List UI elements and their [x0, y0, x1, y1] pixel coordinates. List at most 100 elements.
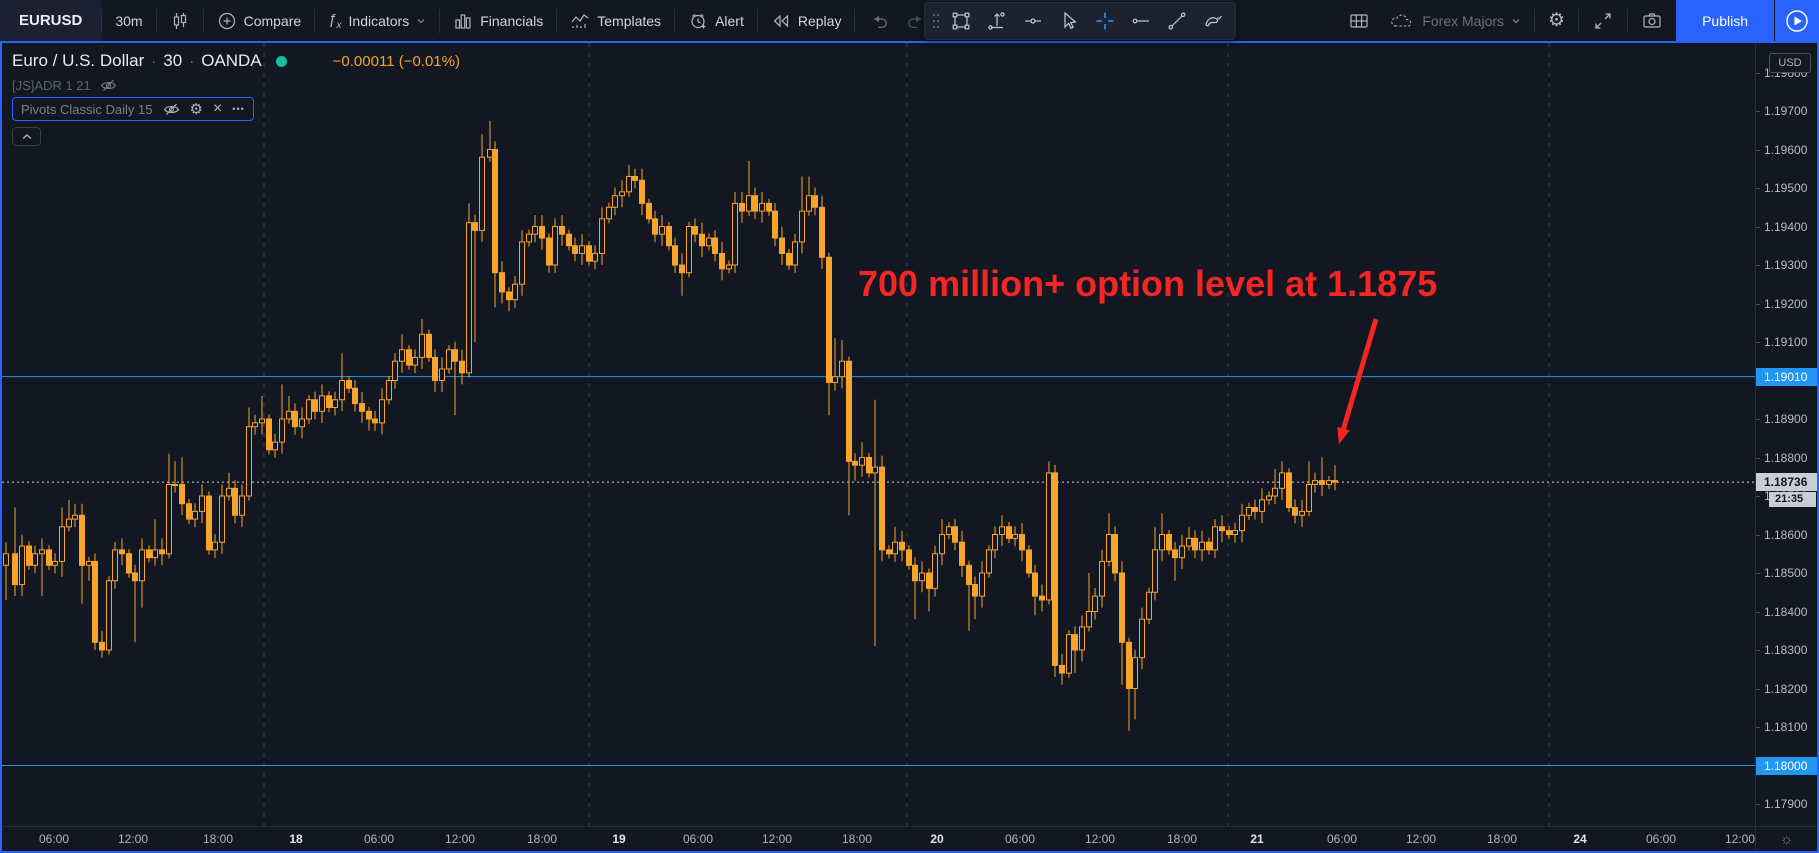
selection-tool-button[interactable] [943, 5, 979, 37]
undo-button[interactable] [855, 0, 903, 41]
candle [1146, 591, 1152, 620]
indicators-button[interactable]: ƒx Indicators [315, 0, 439, 41]
candle [1099, 560, 1105, 597]
candle [1206, 541, 1212, 551]
candle [1086, 611, 1092, 628]
bar-style-button[interactable] [157, 0, 203, 41]
candle [1226, 530, 1232, 535]
interval-button[interactable]: 30m [102, 0, 155, 41]
compare-button[interactable]: Compare [204, 0, 315, 41]
time-axis[interactable]: 06:00 12:00 18:00 18 06:00 12:00 18:00 19 06:00 1… [2, 826, 1755, 851]
watchlist-button[interactable]: Forex Majors [1383, 0, 1534, 41]
layout-grid-button[interactable] [1335, 0, 1383, 41]
candle [739, 202, 745, 212]
candle [766, 202, 772, 212]
eye-off-icon[interactable] [100, 78, 117, 93]
theme-toggle-corner[interactable]: ☼ [1755, 826, 1817, 851]
crosshair-icon [1096, 12, 1114, 30]
market-status-dot[interactable] [275, 55, 287, 67]
fullscreen-button[interactable] [1579, 0, 1627, 41]
redo-button[interactable] [903, 0, 940, 41]
candle [1052, 472, 1058, 666]
candle [112, 549, 118, 582]
cursor-tool-button[interactable] [1051, 5, 1087, 37]
drag-handle[interactable] [929, 5, 943, 37]
templates-label: Templates [597, 12, 662, 29]
snapshot-button[interactable] [1628, 0, 1676, 41]
publish-menu-button[interactable] [1774, 0, 1819, 41]
publish-label: Publish [1702, 12, 1748, 29]
candle [626, 175, 632, 193]
last-price-label: 1.18736 [1756, 473, 1817, 492]
candle [1312, 480, 1318, 485]
candle [372, 418, 378, 424]
legend-collapse-button[interactable] [12, 127, 41, 146]
eye-off-icon[interactable] [163, 102, 180, 117]
candle [1139, 618, 1145, 659]
indicator-more-icon[interactable]: ••• [232, 103, 245, 114]
candle [712, 237, 718, 254]
candle [1326, 480, 1332, 485]
publish-button[interactable]: Publish [1676, 0, 1774, 41]
candle [879, 466, 885, 551]
indicator-remove-icon[interactable]: × [212, 100, 223, 117]
candle [1286, 472, 1292, 509]
candle [872, 466, 878, 474]
annotation-arrow[interactable] [1337, 318, 1379, 444]
replay-button[interactable]: Replay [758, 0, 855, 41]
candle [1006, 526, 1012, 539]
pivot-level-lines[interactable] [2, 376, 1755, 766]
candle [992, 534, 998, 551]
alert-button[interactable]: Alert [675, 0, 757, 41]
templates-button[interactable]: Templates [557, 0, 674, 41]
trend-line-tool-button[interactable] [1159, 5, 1195, 37]
indicator-settings-gear-icon[interactable]: ⚙ [189, 100, 203, 118]
candle [406, 349, 412, 366]
candle [592, 252, 598, 262]
currency-toggle[interactable]: USD [1769, 53, 1811, 73]
candle [1299, 510, 1305, 516]
candle [499, 272, 505, 293]
brush-tool-button[interactable] [1195, 5, 1231, 37]
candle [792, 241, 798, 266]
candle [926, 572, 932, 589]
candle [892, 541, 898, 555]
candle [999, 526, 1005, 535]
candle [206, 495, 212, 551]
legend-symbol-row[interactable]: Euro / U.S. Dollar · 30 · OANDA −0.00011… [12, 49, 460, 73]
price-tick: 1.18900 [1756, 411, 1817, 427]
measure-tool-button[interactable] [979, 5, 1015, 37]
crosshair-tool-button[interactable] [1087, 5, 1123, 37]
annotation-text[interactable]: 700 million+ option level at 1.1875 [858, 263, 1438, 304]
candle [332, 399, 338, 408]
symbol-button[interactable]: EURUSD [0, 0, 102, 41]
candle [146, 549, 152, 559]
play-circle-icon [1786, 9, 1808, 32]
candle [46, 549, 52, 566]
time-tick: 06:00 [38, 832, 70, 846]
candle [1232, 530, 1238, 535]
indicator-row-pivots[interactable]: Pivots Classic Daily 15 ⚙ × ••• [12, 97, 254, 121]
chart-settings-button[interactable]: ⚙ [1535, 0, 1578, 41]
indicator-row-adr[interactable]: [JS]ADR 1 21 [12, 75, 460, 95]
time-tick: 06:00 [1645, 832, 1677, 846]
candle [419, 333, 425, 358]
ray-line-icon [1132, 18, 1149, 24]
candle [886, 549, 892, 555]
horizontal-line-tool-button[interactable] [1015, 5, 1051, 37]
price-tick: 1.18600 [1756, 527, 1817, 543]
candle [92, 560, 98, 643]
price-axis[interactable]: USD 1.198001.197001.196001.195001.194001… [1755, 43, 1817, 826]
candle [439, 368, 445, 382]
candle [1126, 641, 1132, 689]
time-tick: 18:00 [1166, 832, 1198, 846]
ray-tool-button[interactable] [1123, 5, 1159, 37]
candle [779, 237, 785, 254]
time-tick: 12:00 [1405, 832, 1437, 846]
candle [286, 410, 292, 420]
financials-button[interactable]: Financials [440, 0, 556, 41]
chart-canvas[interactable]: 700 million+ option level at 1.1875 Euro… [2, 43, 1755, 826]
candle [1192, 537, 1198, 551]
cursor-arrow-icon [1064, 11, 1077, 29]
candle [379, 399, 385, 424]
